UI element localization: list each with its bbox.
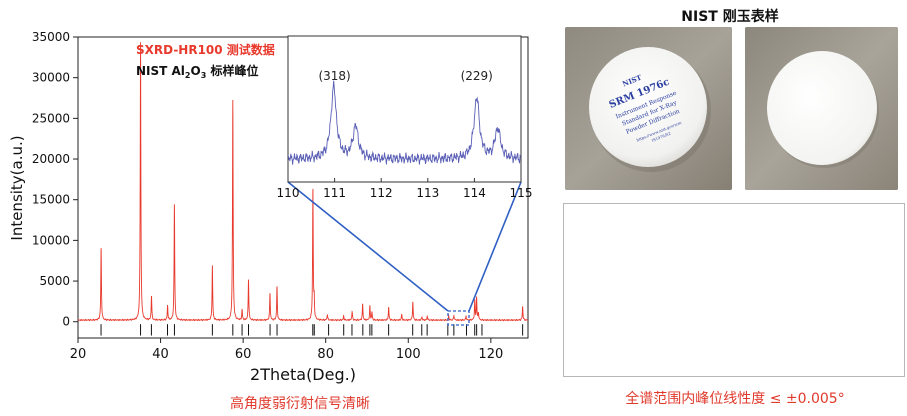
caption-right: 全谱范围内峰位线性度 ≤ ±0.005°	[625, 391, 845, 407]
zoom-connector-left	[287, 181, 449, 312]
y-tick-label: 30000	[32, 71, 70, 85]
reference-peak-series	[100, 324, 524, 336]
inset-tick-label: 112	[370, 186, 393, 200]
y-tick-label: 5000	[39, 274, 70, 288]
caption-left: 高角度弱衍射信号清晰	[230, 396, 370, 412]
nist-standard-photo-front: NIST SRM 1976c Instrument Response Stand…	[565, 27, 732, 190]
inset-tick-label: 115	[510, 186, 533, 200]
measured-pattern-series	[78, 42, 528, 322]
y-tick-label: 0	[62, 315, 70, 329]
y-tick-label: 20000	[32, 152, 70, 166]
inset-tick-label: 111	[323, 186, 346, 200]
zoom-region-marker	[447, 310, 470, 326]
x-tick-label: 120	[478, 347, 503, 362]
x-tick-label: 20	[70, 347, 87, 362]
zoom-connector-right	[468, 181, 522, 312]
nist-standard-photo-back	[745, 27, 898, 190]
main-y-axis-ticks: 0 5000 10000 15000 20000 25000 30000 35000	[32, 30, 78, 329]
inset-peak-annotations: (318) (229)	[318, 69, 492, 83]
inset-pattern-series	[288, 80, 521, 165]
x-tick-label: 100	[396, 347, 421, 362]
legend-measured: SXRD-HR100 测试数据	[136, 42, 275, 57]
photos-title: NIST 刚玉表样	[681, 9, 779, 25]
x-tick-label: 40	[152, 347, 169, 362]
inset-tick-label: 113	[416, 186, 439, 200]
legend-reference: NIST Al2O3 标样峰位	[136, 63, 258, 80]
inset-x-axis-ticks: 110 111 112 113 114 115	[277, 178, 533, 200]
y-tick-label: 25000	[32, 111, 70, 125]
x-tick-label: 80	[317, 347, 334, 362]
inset-tick-label: 110	[277, 186, 300, 200]
inset-annotation: (318)	[318, 69, 350, 83]
inset-annotation: (229)	[461, 69, 493, 83]
x-tick-label: 60	[235, 347, 252, 362]
main-x-axis-ticks: 20 40 60 80 100 120	[70, 338, 503, 362]
deviation-chart-panel	[563, 203, 905, 377]
inset-tick-label: 114	[463, 186, 486, 200]
inset-plot-frame	[287, 35, 522, 183]
y-tick-label: 15000	[32, 193, 70, 207]
main-x-axis-label: 2Theta(Deg.)	[250, 365, 356, 384]
y-tick-label: 35000	[32, 30, 70, 44]
y-tick-label: 10000	[32, 233, 70, 247]
main-y-axis-label: Intensity(a.u.)	[8, 135, 26, 240]
